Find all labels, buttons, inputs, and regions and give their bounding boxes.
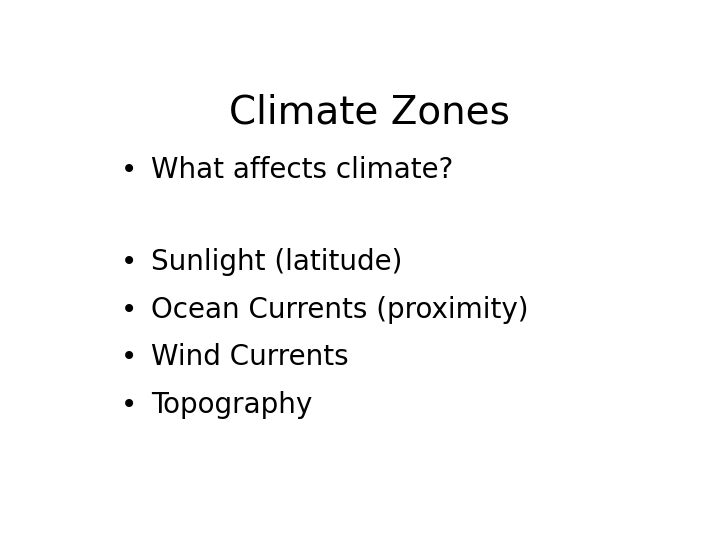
Text: •: • bbox=[121, 295, 138, 323]
Text: •: • bbox=[121, 391, 138, 419]
Text: Wind Currents: Wind Currents bbox=[151, 343, 349, 372]
Text: Ocean Currents (proximity): Ocean Currents (proximity) bbox=[151, 295, 529, 323]
Text: Sunlight (latitude): Sunlight (latitude) bbox=[151, 248, 402, 276]
Text: •: • bbox=[121, 343, 138, 372]
Text: What affects climate?: What affects climate? bbox=[151, 156, 454, 184]
Text: •: • bbox=[121, 156, 138, 184]
Text: Climate Zones: Climate Zones bbox=[228, 94, 510, 132]
Text: Topography: Topography bbox=[151, 391, 312, 419]
Text: •: • bbox=[121, 248, 138, 276]
